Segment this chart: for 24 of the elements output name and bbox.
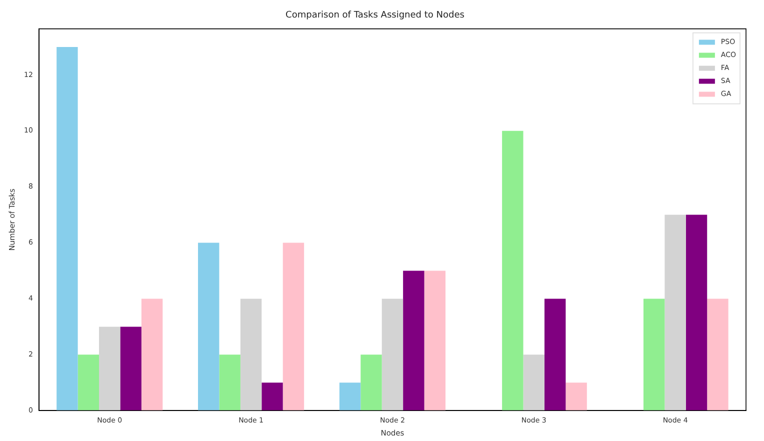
bar <box>664 214 686 411</box>
bar <box>56 46 78 411</box>
bar <box>339 382 361 411</box>
bar <box>78 354 100 411</box>
chart-title: Comparison of Tasks Assigned to Nodes <box>286 10 465 21</box>
bar <box>686 214 708 411</box>
bar <box>566 382 587 411</box>
bar <box>707 298 728 411</box>
bar <box>544 298 566 411</box>
bar <box>240 298 262 411</box>
bar <box>120 326 142 411</box>
bar <box>424 270 446 411</box>
bar <box>198 242 220 411</box>
bar <box>141 298 163 411</box>
bar <box>219 354 240 411</box>
bar <box>99 326 120 411</box>
bar <box>262 382 283 411</box>
bar <box>523 354 544 411</box>
bar <box>360 354 382 411</box>
bar <box>382 298 404 411</box>
bar <box>643 298 665 411</box>
bar <box>502 130 524 411</box>
bar <box>403 270 424 411</box>
bar <box>282 242 304 411</box>
